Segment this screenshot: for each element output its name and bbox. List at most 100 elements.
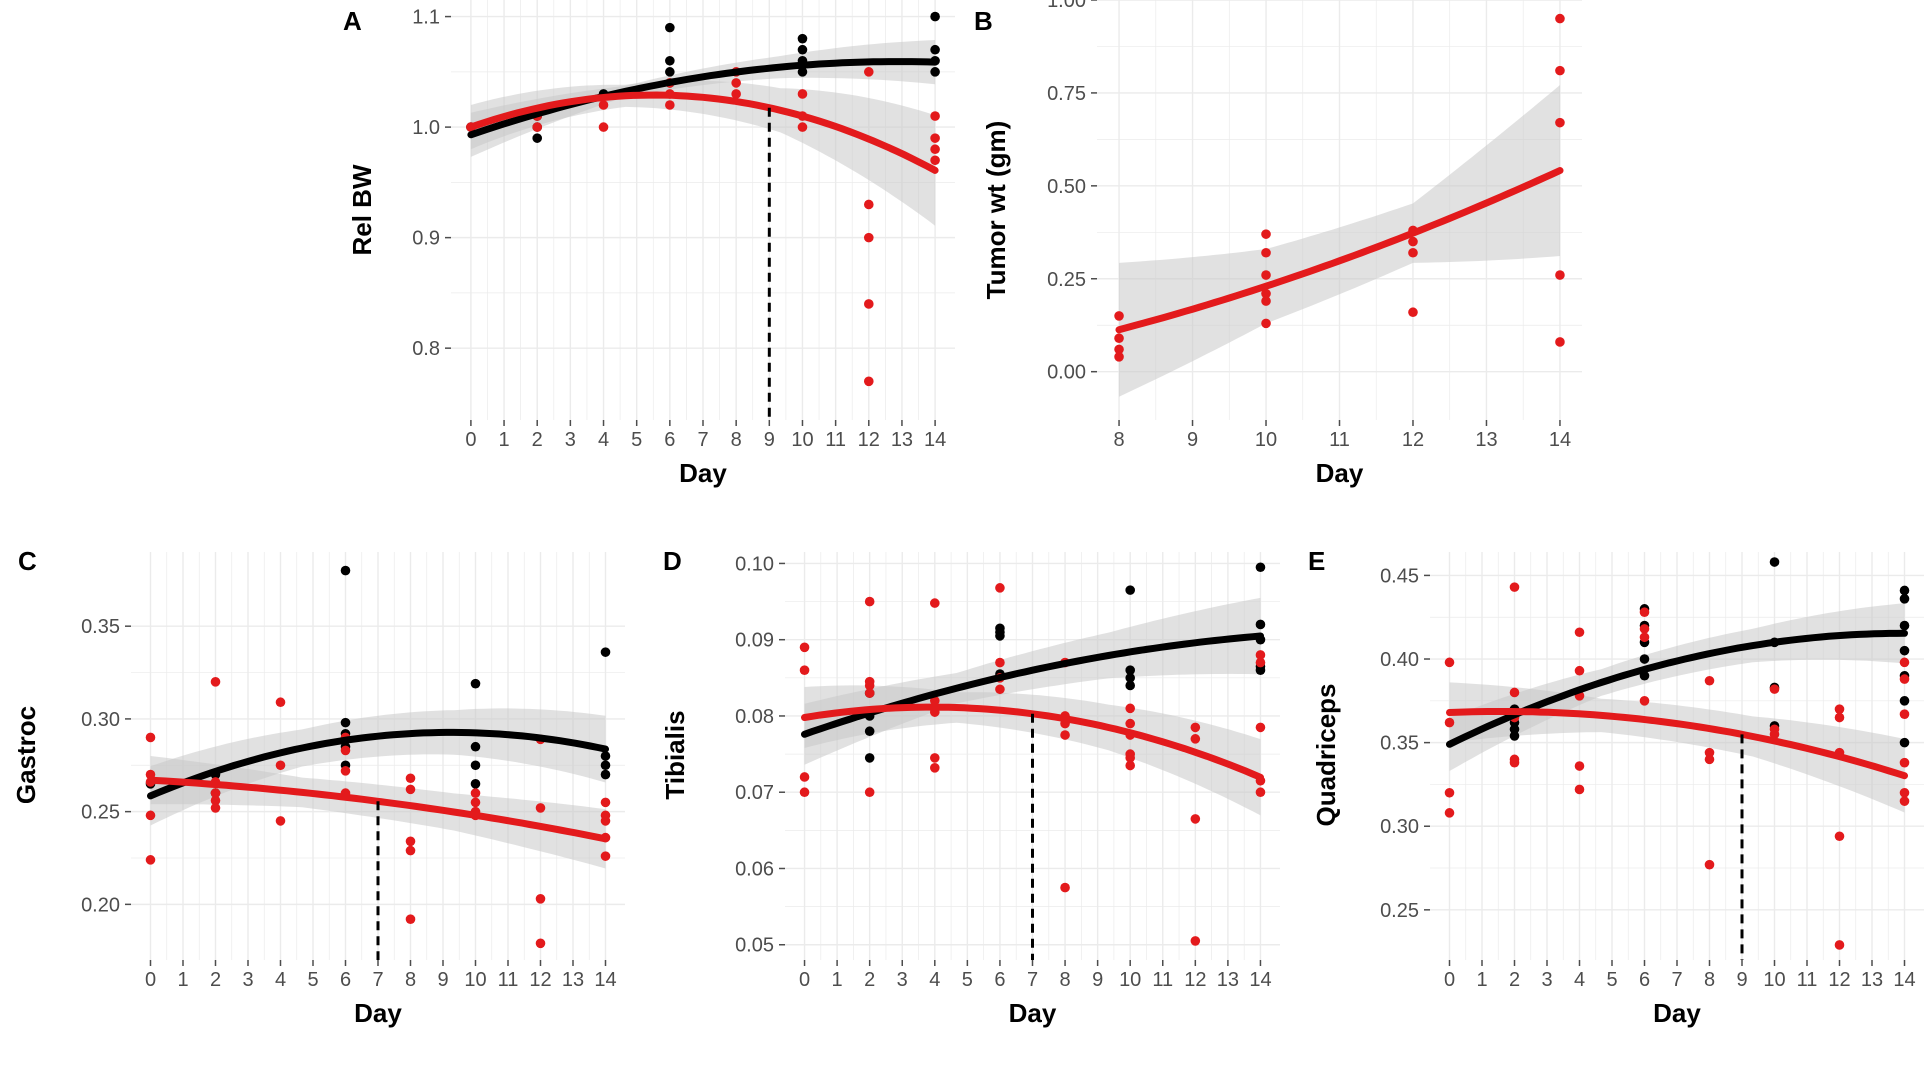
- data-point-tumor: [995, 583, 1005, 593]
- data-point-tumor: [930, 133, 940, 143]
- data-point-control: [1255, 665, 1266, 676]
- data-point-tumor: [1834, 704, 1845, 714]
- data-point-tumor: [145, 732, 156, 743]
- data-point-tumor: [1899, 657, 1910, 668]
- data-point-tumor: [864, 680, 875, 691]
- x-axis-title: Day: [679, 458, 727, 488]
- data-point-control: [1899, 585, 1910, 596]
- data-point-tumor: [930, 753, 940, 763]
- data-point-tumor: [1114, 344, 1124, 355]
- data-point-tumor: [145, 855, 156, 865]
- data-point-tumor: [1261, 270, 1271, 280]
- x-tick-label: 14: [1249, 969, 1271, 991]
- y-axis-title: Tumor wt (gm): [981, 121, 1011, 300]
- ribbon-control: [470, 40, 936, 157]
- data-point-tumor: [1704, 675, 1715, 686]
- x-tick-label: 13: [1861, 969, 1883, 991]
- ribbon-tumor: [470, 80, 936, 226]
- y-tick-label: 0.50: [1047, 176, 1086, 198]
- data-point-tumor: [1125, 760, 1135, 771]
- panel-d: 0 1 2 3 4 5 6 7 8 9 10 11 12 13 140.050.060.070.080.09…: [660, 546, 1280, 1028]
- data-point-control: [995, 631, 1005, 641]
- x-tick-label: 14: [924, 429, 946, 451]
- y-tick-label: 0.35: [81, 616, 120, 638]
- x-tick-label: 7: [697, 429, 708, 451]
- x-tick-label: 13: [1217, 969, 1239, 991]
- x-tick-label: 6: [340, 969, 351, 991]
- data-point-tumor: [1574, 627, 1585, 638]
- x-tick-label: 12: [858, 429, 880, 451]
- x-tick-label: 9: [1092, 969, 1103, 991]
- data-point-tumor: [340, 766, 351, 776]
- x-tick-label: 3: [565, 429, 576, 451]
- x-tick-label: 7: [372, 969, 383, 991]
- x-tick-label: 4: [1574, 969, 1585, 991]
- data-point-tumor: [1444, 717, 1455, 728]
- data-point-tumor: [930, 695, 940, 706]
- ribbon-control: [804, 597, 1261, 765]
- x-tick-label: 3: [1541, 969, 1552, 991]
- x-tick-label: 13: [891, 429, 913, 451]
- data-point-tumor: [1444, 808, 1455, 818]
- data-point-tumor: [1574, 784, 1585, 795]
- data-point-tumor: [535, 938, 546, 949]
- y-tick-label: 0.8: [412, 338, 440, 360]
- data-point-control: [1899, 696, 1910, 706]
- data-point-tumor: [665, 100, 675, 110]
- data-point-tumor: [275, 697, 286, 708]
- data-point-tumor: [275, 816, 286, 826]
- data-point-control: [1125, 673, 1135, 683]
- data-point-control: [930, 67, 940, 77]
- data-point-tumor: [930, 598, 940, 608]
- data-point-tumor: [1125, 753, 1135, 763]
- data-point-tumor: [1555, 270, 1565, 280]
- x-tick-label: 7: [1671, 969, 1682, 991]
- data-point-tumor: [863, 299, 874, 309]
- x-tick-label: 9: [437, 969, 448, 991]
- data-point-tumor: [1261, 247, 1271, 258]
- data-point-tumor: [470, 797, 481, 808]
- data-point-tumor: [535, 803, 546, 813]
- data-point-control: [1125, 585, 1135, 595]
- x-tick-label: 10: [791, 429, 813, 451]
- ribbon-control: [1449, 603, 1905, 771]
- y-tick-label: 0.45: [1380, 565, 1419, 587]
- data-point-control: [1255, 619, 1266, 630]
- x-tick-label: 1: [1476, 969, 1487, 991]
- x-tick-label: 14: [1893, 969, 1915, 991]
- data-point-control: [1899, 645, 1910, 656]
- x-tick-label: 3: [897, 969, 908, 991]
- panel-letter: E: [1308, 546, 1325, 576]
- data-point-tumor: [995, 684, 1005, 695]
- data-point-tumor: [145, 810, 156, 821]
- x-tick-label: 2: [1509, 969, 1520, 991]
- data-point-tumor: [1834, 940, 1845, 950]
- data-point-tumor: [1899, 709, 1910, 719]
- x-tick-label: 8: [731, 429, 742, 451]
- data-point-tumor: [1704, 747, 1715, 758]
- x-tick-label: 12: [1402, 429, 1424, 451]
- x-tick-label: 0: [145, 969, 156, 991]
- data-point-tumor: [210, 788, 221, 798]
- data-point-tumor: [600, 797, 611, 808]
- x-tick-label: 12: [529, 969, 551, 991]
- x-tick-label: 11: [498, 969, 519, 991]
- panel-letter: B: [974, 6, 993, 36]
- data-point-tumor: [863, 199, 874, 210]
- y-axis-title: Gastroc: [11, 706, 41, 804]
- x-axis-title: Day: [1653, 998, 1701, 1028]
- data-point-tumor: [864, 787, 875, 798]
- x-tick-label: 5: [307, 969, 318, 991]
- data-point-tumor: [930, 155, 940, 166]
- data-point-tumor: [797, 122, 808, 132]
- y-tick-label: 0.09: [735, 630, 774, 652]
- data-point-tumor: [600, 851, 611, 861]
- panel-letter: D: [663, 546, 682, 576]
- x-tick-label: 8: [1704, 969, 1715, 991]
- data-point-tumor: [1261, 296, 1271, 306]
- data-point-tumor: [210, 795, 221, 806]
- ribbon-tumor: [150, 756, 606, 869]
- data-point-tumor: [1704, 754, 1715, 765]
